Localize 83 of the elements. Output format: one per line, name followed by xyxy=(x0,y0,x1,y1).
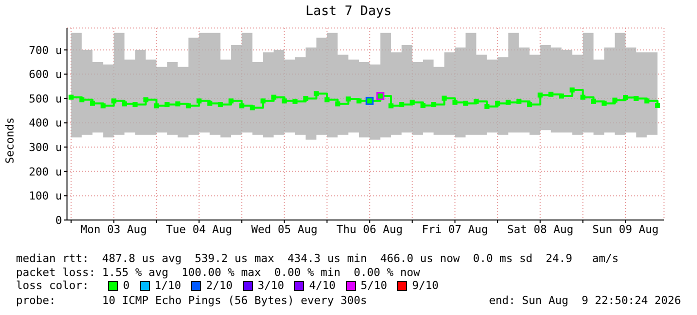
point xyxy=(570,87,575,92)
point xyxy=(484,104,490,109)
x-tick-label: Thu 06 Aug xyxy=(336,222,403,236)
point xyxy=(68,94,74,100)
point xyxy=(324,97,330,102)
y-axis-title: Seconds xyxy=(4,116,17,164)
point xyxy=(79,97,84,102)
y-tick-label: 400 u xyxy=(28,116,62,130)
x-tick-label: Tue 04 Aug xyxy=(166,222,232,236)
text: median rtt: 487.8 us avg 539.2 us max 434.3 us min 466.0 us now 0.0 ms sd 24.9 am/s xyxy=(16,252,619,265)
point xyxy=(399,102,404,108)
point xyxy=(559,94,564,99)
text: packet loss: 1.55 % avg 100.00 % max 0.00 % min 0.00 % now xyxy=(16,266,420,279)
y-tick-label: 100 u xyxy=(28,190,62,203)
text: end: Sun Aug 9 22:50:24 2026 xyxy=(488,294,681,307)
point xyxy=(420,103,426,108)
legend-label: 3/10 xyxy=(256,279,284,292)
x-tick-label: Wed 05 Aug xyxy=(251,222,318,236)
point xyxy=(175,101,180,106)
legend-label: 9/10 xyxy=(411,279,439,292)
point xyxy=(506,100,511,105)
point xyxy=(612,98,618,103)
point xyxy=(196,98,202,104)
point xyxy=(463,100,468,106)
y-tick-label: 200 u xyxy=(28,165,62,178)
point xyxy=(623,95,628,100)
point xyxy=(218,102,223,108)
point xyxy=(410,100,415,105)
point xyxy=(260,98,266,104)
point xyxy=(346,96,351,102)
point xyxy=(335,101,340,106)
x-tick-label: Sun 09 Aug xyxy=(592,222,659,236)
point xyxy=(634,96,639,101)
point xyxy=(282,98,287,104)
point xyxy=(228,98,234,104)
point xyxy=(271,94,276,100)
y-tick-label: 600 u xyxy=(28,68,62,82)
point xyxy=(111,98,116,104)
point xyxy=(132,102,138,108)
point xyxy=(602,100,607,106)
point xyxy=(239,103,244,108)
legend-title: loss color: xyxy=(16,279,90,292)
chart-title: Last 7 Days xyxy=(304,4,393,19)
y-tick-label: 300 u xyxy=(28,140,62,154)
point xyxy=(388,103,394,108)
point xyxy=(207,100,212,106)
point xyxy=(527,102,532,108)
point xyxy=(292,98,298,104)
point xyxy=(644,98,650,104)
point xyxy=(186,103,191,108)
x-tick-label: Sat 08 Aug xyxy=(507,222,574,236)
legend-label: 1/10 xyxy=(154,279,182,292)
point xyxy=(580,94,586,100)
point xyxy=(452,100,458,105)
point xyxy=(538,92,543,98)
point xyxy=(100,103,106,108)
y-tick-label: 0 xyxy=(55,214,62,227)
point xyxy=(90,100,95,106)
legend-label: 4/10 xyxy=(308,279,336,292)
point xyxy=(516,98,522,104)
legend-label: 2/10 xyxy=(205,279,233,292)
point xyxy=(442,96,447,101)
text: probe: 10 ICMP Echo Pings (56 Bytes) every 300s xyxy=(16,294,367,307)
point xyxy=(654,103,660,108)
point xyxy=(314,91,319,96)
point xyxy=(303,96,308,101)
point xyxy=(164,102,170,108)
y-tick-label: 700 u xyxy=(28,44,62,57)
point xyxy=(154,103,159,108)
point xyxy=(495,100,500,106)
point xyxy=(122,101,127,106)
x-tick-label: Fri 07 Aug xyxy=(422,222,488,236)
point xyxy=(474,98,479,104)
point xyxy=(143,97,148,102)
legend-label: 0 xyxy=(122,279,130,292)
point xyxy=(548,92,554,97)
point xyxy=(591,98,596,104)
y-tick-label: 500 u xyxy=(28,92,62,106)
point xyxy=(431,102,436,108)
point xyxy=(356,98,362,104)
legend-label: 5/10 xyxy=(360,279,388,292)
point xyxy=(250,105,255,110)
x-tick-label: Mon 03 Aug xyxy=(80,222,147,236)
